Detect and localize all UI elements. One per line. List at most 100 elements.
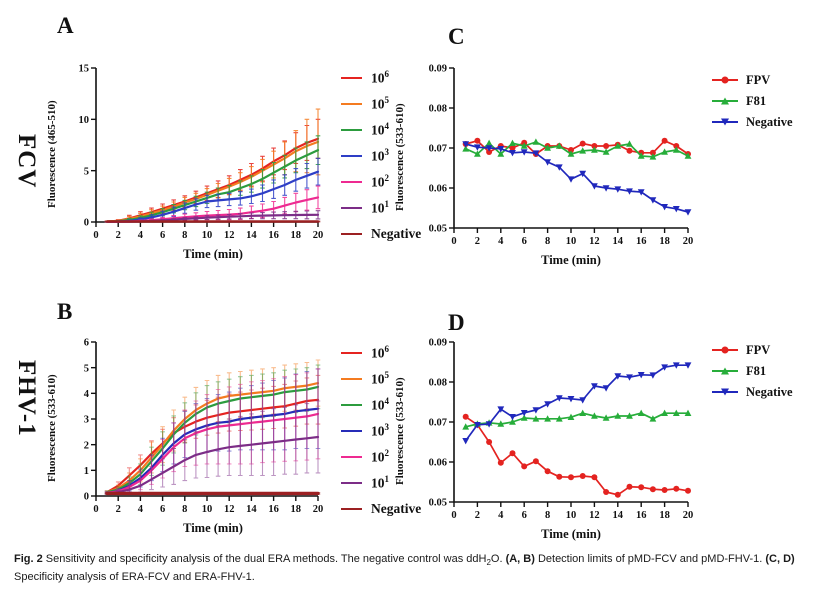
- legend-label: 103: [371, 147, 389, 164]
- panel-A-x-axis-label: Time (min): [183, 247, 243, 261]
- series-fpv-markers: [462, 413, 691, 498]
- series-negative-markers: [462, 141, 692, 216]
- legend-label: 105: [371, 95, 389, 112]
- x-tick-label: 20: [313, 230, 324, 241]
- x-tick-label: 6: [522, 510, 527, 521]
- legend-swatch: [712, 366, 738, 376]
- legend-item-f81: F81: [712, 94, 793, 108]
- x-tick-label: 4: [498, 236, 504, 247]
- x-tick-label: 2: [116, 504, 121, 515]
- y-tick-label: 0.06: [429, 458, 447, 469]
- legend-item-101: 101: [341, 199, 421, 216]
- series-106-error-bars: [104, 118, 321, 223]
- y-tick-label: 0.05: [429, 224, 447, 235]
- legend-label: 101: [371, 474, 389, 491]
- legend-label: Negative: [746, 114, 793, 129]
- legend-label: 104: [371, 396, 389, 413]
- panel-C-y-axis-label: Fluorescence (533-610): [394, 103, 406, 211]
- x-tick-label: 14: [246, 230, 257, 241]
- legend-line-swatch: [341, 481, 362, 485]
- caption-segment: Fig. 2: [14, 553, 43, 565]
- legend-swatch: [712, 117, 738, 127]
- legend-label: 105: [371, 370, 389, 387]
- x-tick-label: 10: [202, 230, 213, 241]
- x-ticks: 0 2 4 6 8 10 12 14 16 18 20: [93, 496, 323, 515]
- legend-label: Negative: [746, 384, 793, 399]
- legend-item-negative: Negative: [341, 501, 421, 517]
- x-tick-label: 20: [313, 504, 324, 515]
- panel-A-letter: A: [57, 13, 74, 38]
- series-f81-line: [464, 141, 689, 158]
- x-tick-label: 12: [224, 504, 235, 515]
- caption-segment: (C, D): [765, 553, 795, 565]
- y-tick-label: 0.09: [429, 338, 447, 349]
- x-tick-label: 0: [451, 236, 456, 247]
- legend-line-swatch: [341, 377, 362, 381]
- x-tick-label: 6: [160, 504, 165, 515]
- x-tick-label: 18: [659, 236, 670, 247]
- legend-item-fpv: FPV: [712, 73, 793, 87]
- y-tick-label: 1: [84, 466, 89, 477]
- x-tick-label: 2: [116, 230, 121, 241]
- y-tick-label: 6: [84, 338, 89, 349]
- x-tick-label: 8: [545, 236, 550, 247]
- caption-segment: (A, B): [505, 553, 535, 565]
- legend-line-swatch: [341, 429, 362, 433]
- legend-item-101: 101: [341, 474, 421, 491]
- x-ticks: 0 2 4 6 8 10 12 14 16 18 20: [93, 222, 323, 241]
- x-ticks: 0 2 4 6 8 10 12 14 16 18 20: [451, 502, 693, 521]
- x-tick-label: 4: [138, 230, 144, 241]
- legend-label: FPV: [746, 342, 771, 357]
- y-tick-label: 0.08: [429, 378, 447, 389]
- series-102-line: [105, 412, 320, 494]
- legend-item-106: 106: [341, 69, 421, 86]
- x-tick-label: 16: [268, 504, 279, 515]
- row-label-fhv-1: FHV-1: [13, 360, 40, 437]
- legend-item-106: 106: [341, 344, 421, 361]
- y-ticks: 0.05 0.06 0.07 0.08 0.09: [429, 338, 454, 509]
- legend-item-102: 102: [341, 448, 421, 465]
- panel-A-y-axis-label: Fluorescence (465-510): [46, 100, 58, 208]
- panel-B-x-axis-label: Time (min): [183, 521, 243, 535]
- x-tick-label: 16: [636, 510, 647, 521]
- caption-segment: O.: [490, 553, 506, 565]
- panel-D-plot: 0.05 0.06 0.07 0.08 0.09 0 2 4 6 8 10 12 14 16 18 20: [429, 338, 694, 521]
- x-tick-label: 4: [138, 504, 144, 515]
- legend-swatch: [712, 96, 738, 106]
- y-tick-label: 4: [84, 389, 90, 400]
- x-tick-label: 6: [160, 230, 165, 241]
- panel-D-y-axis-label: Fluorescence (533-610): [394, 377, 406, 485]
- legend-label: 104: [371, 121, 389, 138]
- legend-item-negative: Negative: [712, 115, 793, 129]
- legend-label: 102: [371, 448, 389, 465]
- triangle-down-marker-icon: [721, 118, 729, 126]
- panel-C-legend: FPV F81 Negative: [712, 73, 793, 136]
- series-105-line: [105, 381, 320, 494]
- legend-item-negative: Negative: [341, 226, 421, 242]
- legend-swatch: [712, 75, 738, 85]
- x-tick-label: 6: [522, 236, 527, 247]
- x-tick-label: 8: [545, 510, 550, 521]
- y-tick-label: 0: [84, 218, 89, 229]
- legend-line-swatch: [341, 403, 362, 407]
- legend-label: FPV: [746, 72, 771, 87]
- legend-line-swatch: [341, 206, 362, 210]
- caption-segment: Detection limits of pMD-FCV and pMD-FHV-…: [534, 553, 766, 565]
- x-tick-label: 0: [451, 510, 456, 521]
- y-tick-label: 0.07: [429, 418, 447, 429]
- panel-A-plot: 0 5 10 15 0 2 4 6 8 10 12 14 16 18 20: [79, 64, 324, 241]
- legend-label: Negative: [371, 501, 422, 516]
- x-tick-label: 0: [93, 504, 98, 515]
- series-negative-line: [464, 364, 689, 442]
- circle-marker-icon: [721, 76, 729, 84]
- panel-C-x-axis-label: Time (min): [541, 253, 601, 267]
- y-tick-label: 0.07: [429, 144, 447, 155]
- legend-label: 106: [371, 69, 389, 86]
- y-tick-label: 0.05: [429, 498, 447, 509]
- y-tick-label: 0.08: [429, 104, 447, 115]
- x-tick-label: 12: [224, 230, 235, 241]
- x-tick-label: 16: [636, 236, 647, 247]
- legend-item-103: 103: [341, 147, 421, 164]
